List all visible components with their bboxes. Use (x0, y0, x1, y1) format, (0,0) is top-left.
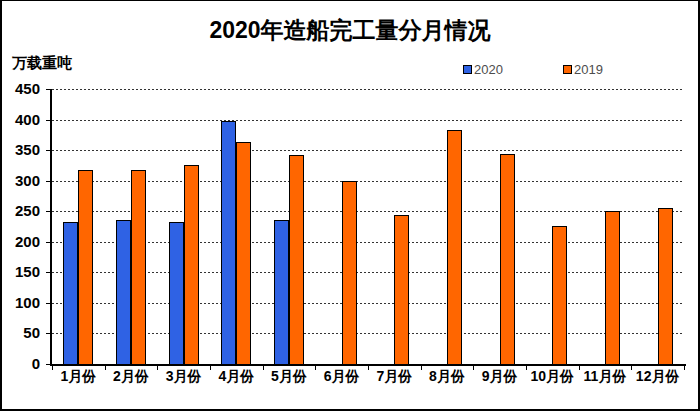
bar-2020-m1 (63, 222, 78, 364)
x-axis-label-9: 9月份 (482, 368, 518, 386)
y-tick-250 (46, 211, 50, 212)
y-tick-450 (46, 89, 50, 90)
legend-label-2019: 2019 (574, 62, 603, 77)
y-axis-unit-label: 万载重吨 (12, 54, 72, 73)
y-axis-label-400: 400 (2, 112, 40, 128)
chart-page: 2020年造船完工量分月情况 万载重吨 2020 2019 0 50 100 150 2… (0, 0, 700, 411)
y-tick-100 (46, 303, 50, 304)
x-axis-label-6: 6月份 (324, 368, 360, 386)
bar-2019-m10 (552, 226, 567, 364)
y-axis-label-200: 200 (2, 234, 40, 250)
y-axis-line (50, 89, 52, 366)
y-tick-0 (46, 364, 50, 365)
y-axis-labels: 050100150200250300350400450 (2, 89, 40, 364)
x-axis-label-7: 7月份 (376, 368, 412, 386)
y-axis-ticks (46, 89, 50, 364)
plot-area (52, 89, 684, 364)
bar-2019-m11 (605, 211, 620, 364)
x-tick-12 (684, 366, 685, 370)
legend-swatch-2019 (563, 65, 572, 74)
bar-2019-m3 (184, 165, 199, 364)
y-axis-label-0: 0 (2, 356, 40, 372)
y-tick-400 (46, 120, 50, 121)
bar-2019-m4 (236, 142, 251, 364)
x-axis-label-2: 2月份 (113, 368, 149, 386)
bar-2019-m8 (447, 130, 462, 364)
legend-item-2019: 2019 (563, 62, 603, 77)
bar-2019-m5 (289, 155, 304, 364)
y-tick-200 (46, 242, 50, 243)
gridline-450 (52, 89, 684, 90)
y-axis-label-50: 50 (2, 325, 40, 341)
y-axis-label-100: 100 (2, 295, 40, 311)
gridline-200 (52, 242, 684, 243)
bar-2019-m7 (394, 215, 409, 364)
bar-2019-m2 (131, 170, 146, 364)
y-tick-350 (46, 150, 50, 151)
bar-2019-m1 (78, 170, 93, 364)
gridline-350 (52, 150, 684, 151)
gridline-300 (52, 181, 684, 182)
bar-2019-m6 (342, 181, 357, 364)
gridline-100 (52, 303, 684, 304)
y-axis-label-300: 300 (2, 173, 40, 189)
gridline-150 (52, 272, 684, 273)
gridline-250 (52, 211, 684, 212)
x-axis-label-5: 5月份 (271, 368, 307, 386)
y-tick-50 (46, 333, 50, 334)
x-axis-label-1: 1月份 (60, 368, 96, 386)
y-axis-label-150: 150 (2, 264, 40, 280)
y-tick-150 (46, 272, 50, 273)
bar-2019-m12 (658, 208, 673, 364)
gridline-50 (52, 333, 684, 334)
legend-label-2020: 2020 (474, 62, 503, 77)
gridline-400 (52, 120, 684, 121)
x-axis-label-4: 4月份 (218, 368, 254, 386)
y-tick-300 (46, 181, 50, 182)
x-axis-label-3: 3月份 (166, 368, 202, 386)
x-axis-label-8: 8月份 (429, 368, 465, 386)
x-axis-label-12: 12月份 (636, 368, 680, 386)
bar-2020-m4 (221, 121, 236, 364)
y-axis-label-350: 350 (2, 142, 40, 158)
x-axis-labels: 1月份 2月份 3月份 4月份 5月份 6月份 7月份 8月份 9月份 10月份 11月份 12月份 (52, 368, 684, 388)
legend-item-2020: 2020 (463, 62, 503, 77)
bar-2020-m5 (274, 220, 289, 364)
legend-swatch-2020 (463, 65, 472, 74)
bar-2020-m2 (116, 220, 131, 364)
y-axis-label-250: 250 (2, 203, 40, 219)
y-axis-label-450: 450 (2, 81, 40, 97)
bar-2019-m9 (500, 154, 515, 364)
chart-title: 2020年造船完工量分月情况 (2, 15, 698, 46)
bar-2020-m3 (169, 222, 184, 364)
x-axis-label-11: 11月份 (584, 368, 627, 386)
x-axis-label-10: 10月份 (531, 368, 575, 386)
